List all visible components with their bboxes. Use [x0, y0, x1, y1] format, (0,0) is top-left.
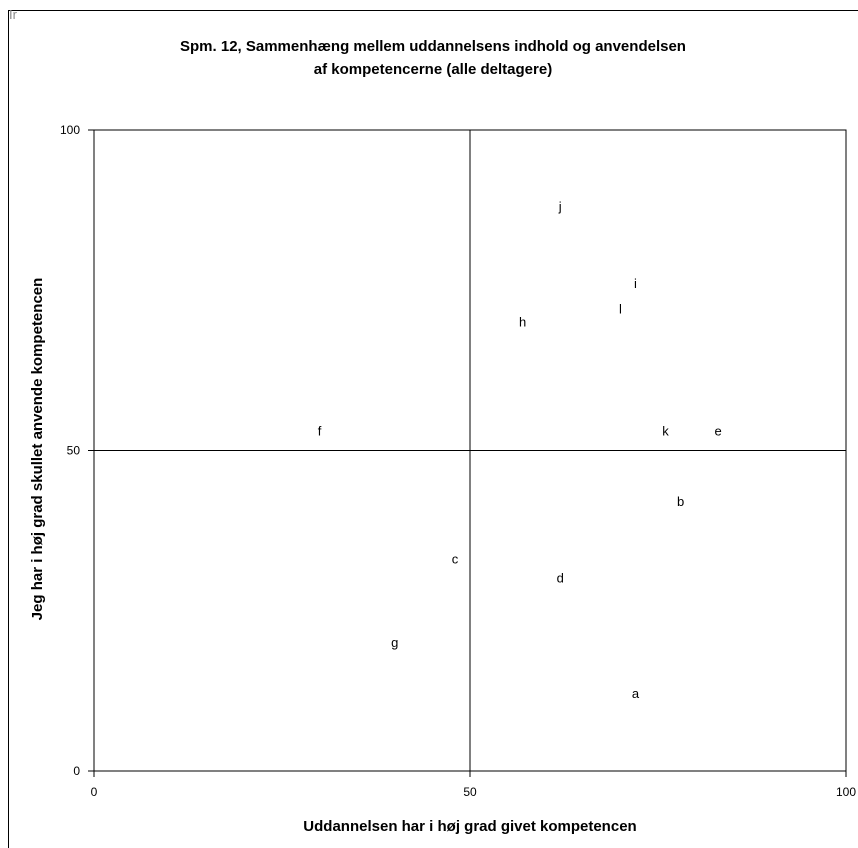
- chart-frame: Ir: [8, 7, 858, 848]
- x-axis-title: Uddannelsen har i høj grad givet kompete…: [303, 818, 637, 835]
- point-label-k: k: [662, 423, 669, 438]
- point-label-b: b: [677, 494, 684, 509]
- chart-title-line-2: af kompetencerne (alle deltagere): [313, 61, 553, 78]
- point-label-d: d: [557, 571, 564, 586]
- point-label-j: j: [558, 199, 562, 214]
- point-label-i: i: [634, 276, 637, 291]
- point-label-c: c: [452, 551, 459, 566]
- x-tick-label-2: 100: [836, 785, 856, 799]
- cropped-text-fragment: Ir: [9, 7, 17, 22]
- point-label-a: a: [632, 686, 640, 701]
- point-label-e: e: [715, 423, 722, 438]
- point-label-g: g: [391, 635, 398, 650]
- x-tick-label-1: 50: [463, 785, 477, 799]
- x-tick-label-0: 0: [91, 785, 98, 799]
- point-label-h: h: [519, 314, 526, 329]
- y-tick-label-2: 100: [60, 123, 80, 137]
- y-axis-title: Jeg har i høj grad skullet anvende kompe…: [29, 277, 46, 621]
- y-tick-label-1: 50: [67, 444, 81, 458]
- point-label-f: f: [318, 423, 322, 438]
- chart-title-line-1: Spm. 12, Sammenhæng mellem uddannelsens …: [180, 38, 686, 55]
- y-tick-label-0: 0: [73, 764, 80, 778]
- point-label-l: l: [619, 301, 622, 316]
